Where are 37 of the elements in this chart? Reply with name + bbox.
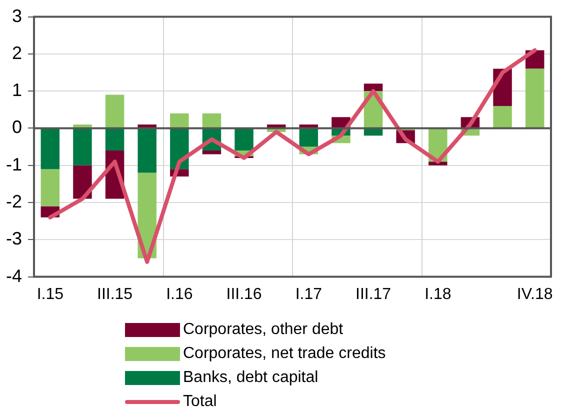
- y-tick-label: -4: [6, 266, 22, 286]
- x-tick-label: I.15: [36, 286, 64, 303]
- x-tick-label: III.16: [226, 286, 262, 303]
- bar: [299, 128, 318, 147]
- y-tick-label: -1: [6, 154, 22, 174]
- y-tick-label: 0: [12, 117, 22, 138]
- x-tick-label: IV.18: [516, 286, 553, 303]
- bar: [170, 128, 189, 170]
- bar: [493, 106, 512, 128]
- bar: [105, 128, 124, 151]
- bar: [234, 128, 254, 151]
- y-tick-label: 1: [12, 80, 22, 100]
- y-tick-label: -2: [6, 191, 22, 212]
- legend-label: Corporates, net trade credits: [183, 345, 386, 363]
- bar: [202, 113, 222, 128]
- y-tick-label: 2: [12, 42, 22, 63]
- legend-label: Total: [183, 393, 217, 411]
- x-tick-label: III.15: [96, 286, 133, 303]
- bar: [170, 113, 189, 128]
- bar: [105, 94, 124, 128]
- y-tick-label: -3: [6, 228, 22, 249]
- bar: [73, 128, 92, 166]
- x-tick-label: III.17: [355, 286, 392, 303]
- x-tick-label: I.18: [424, 286, 452, 303]
- bar: [40, 169, 60, 206]
- bar: [138, 128, 156, 173]
- y-tick-label: 3: [12, 6, 22, 26]
- bar: [364, 128, 383, 136]
- bar: [202, 150, 222, 154]
- bar: [73, 165, 92, 199]
- x-tick-label: I.17: [295, 286, 322, 303]
- legend-label: Banks, debt capital: [183, 369, 318, 387]
- legend-label: Corporates, other debt: [183, 321, 344, 339]
- bar: [525, 68, 544, 128]
- x-tick-label: I.16: [166, 286, 193, 303]
- bar: [40, 128, 60, 170]
- bar: [364, 84, 383, 92]
